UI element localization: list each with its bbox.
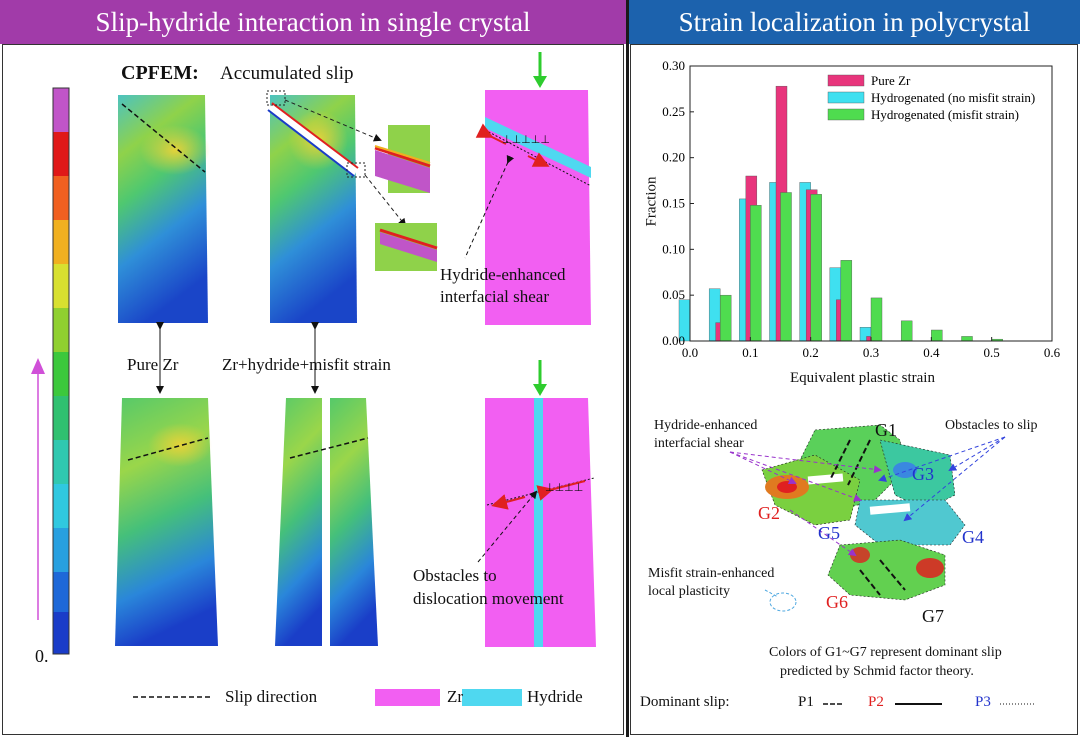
- header-right-title: Strain localization in polycrystal: [678, 6, 1031, 37]
- legend-swatch-2: [827, 108, 865, 121]
- grain-annotation-misfit-line1: Misfit strain-enhanced: [648, 566, 775, 581]
- chart-x-ticks: 0.0 0.1 0.2 0.3 0.4 0.5 0.6: [682, 337, 1061, 360]
- grain-label-g5: G5: [818, 523, 840, 543]
- grain-annotation-obstacles: Obstacles to slip: [945, 418, 1038, 433]
- annotation-interfacial-line2: interfacial shear: [440, 287, 550, 306]
- legend-label-1: Hydrogenated (no misfit strain): [871, 90, 1035, 105]
- x-tick-label-2: 0.2: [803, 345, 819, 360]
- y-tick-label-0: 0.00: [662, 333, 685, 348]
- grain-label-g4: G4: [962, 527, 984, 547]
- zoom-inset-bottom: [375, 223, 438, 271]
- grain-label-g1: G1: [875, 420, 897, 440]
- specimen-pure-zr-bottom: [115, 398, 218, 646]
- colorbar-min-label: 0.: [35, 646, 49, 666]
- x-tick-label-4: 0.4: [923, 345, 940, 360]
- colorbar: [52, 87, 70, 655]
- svg-text:⊥⊥⊥⊥: ⊥⊥⊥⊥: [545, 481, 583, 494]
- y-tick-label-5: 0.25: [662, 104, 685, 119]
- x-tick-label-5: 0.5: [984, 345, 1000, 360]
- caption-line1: Colors of G1~G7 represent dominant slip: [769, 645, 1002, 660]
- x-tick-label-0: 0.0: [682, 345, 698, 360]
- grain-label-g3: G3: [912, 464, 934, 484]
- left-panel-frame: [2, 44, 624, 735]
- panel-divider: [626, 0, 629, 737]
- dominant-slip-p1: P1: [798, 694, 814, 710]
- zoom-inset-top: [374, 125, 431, 193]
- legend-swatch-0: [827, 74, 865, 87]
- grain-annotation-interfacial-line2: interfacial shear: [654, 436, 744, 451]
- svg-text:⊥⊥⊥⊥⊥: ⊥⊥⊥⊥⊥: [502, 133, 550, 146]
- grain-label-g6: G6: [826, 592, 848, 612]
- cpfem-label: CPFEM:: [121, 62, 199, 84]
- grain-annotation-interfacial-line1: Hydride-enhanced: [654, 418, 758, 433]
- legend-slip-direction: Slip direction: [225, 687, 318, 706]
- y-tick-label-4: 0.20: [662, 150, 685, 165]
- chart-bars: [678, 85, 1003, 342]
- y-tick-label-3: 0.15: [662, 196, 685, 211]
- schematic-zr-bottom: ⊥⊥⊥⊥: [477, 360, 596, 647]
- grain-label-g2: G2: [758, 503, 780, 523]
- cpfem-subtitle: Accumulated slip: [220, 63, 354, 84]
- annotation-interfacial-line1: Hydride-enhanced: [440, 265, 566, 284]
- colorbar-direction-arrow: [31, 358, 45, 620]
- label-pure-zr: Pure Zr: [127, 355, 179, 374]
- dominant-slip-p3: P3: [975, 694, 991, 710]
- specimen-hydride-top: [266, 90, 407, 323]
- grain-annotation-misfit-line2: local plasticity: [648, 584, 731, 599]
- header-left-title: Slip-hydride interaction in single cryst…: [95, 6, 531, 37]
- header-left: Slip-hydride interaction in single cryst…: [0, 0, 626, 44]
- legend-zr: Zr: [447, 687, 464, 706]
- right-panel-frame: [630, 44, 1078, 735]
- dominant-slip-label: Dominant slip:: [640, 694, 730, 710]
- connector-arrows: [156, 322, 319, 394]
- legend-hydride: Hydride: [527, 687, 583, 706]
- legend-left: [133, 689, 522, 706]
- header-right: Strain localization in polycrystal: [629, 0, 1080, 44]
- y-tick-label-1: 0.05: [662, 287, 685, 302]
- label-zr-hydride-misfit: Zr+hydride+misfit strain: [222, 355, 391, 374]
- x-tick-label-1: 0.1: [742, 345, 758, 360]
- x-tick-label-3: 0.3: [863, 345, 879, 360]
- annotation-obstacles-line1: Obstacles to: [413, 566, 497, 585]
- specimen-hydride-bottom: [275, 398, 378, 646]
- dominant-slip-p2: P2: [868, 694, 884, 710]
- y-tick-label-6: 0.30: [662, 58, 685, 73]
- legend-swatch-1: [827, 91, 865, 104]
- grain-cluster: [761, 424, 966, 601]
- x-tick-label-6: 0.6: [1044, 345, 1061, 360]
- y-tick-label-2: 0.10: [662, 241, 685, 256]
- chart-y-ticks: 0.00 0.05 0.10 0.15 0.20 0.25 0.30: [662, 58, 694, 348]
- chart-x-axis-label: Equivalent plastic strain: [790, 370, 935, 386]
- grain-label-g7: G7: [922, 606, 944, 626]
- chart-legend: Pure Zr Hydrogenated (no misfit strain) Hy…: [827, 73, 1035, 122]
- schematic-zr-top: ⊥⊥⊥⊥⊥: [464, 52, 592, 325]
- annotation-obstacles-line2: dislocation movement: [413, 589, 564, 608]
- caption-line2: predicted by Schmid factor theory.: [780, 664, 974, 679]
- grain-annotation-arrows: [729, 436, 1006, 612]
- legend-label-0: Pure Zr: [871, 73, 911, 88]
- specimen-pure-zr-top: [118, 95, 210, 323]
- legend-label-2: Hydrogenated (misfit strain): [871, 107, 1019, 122]
